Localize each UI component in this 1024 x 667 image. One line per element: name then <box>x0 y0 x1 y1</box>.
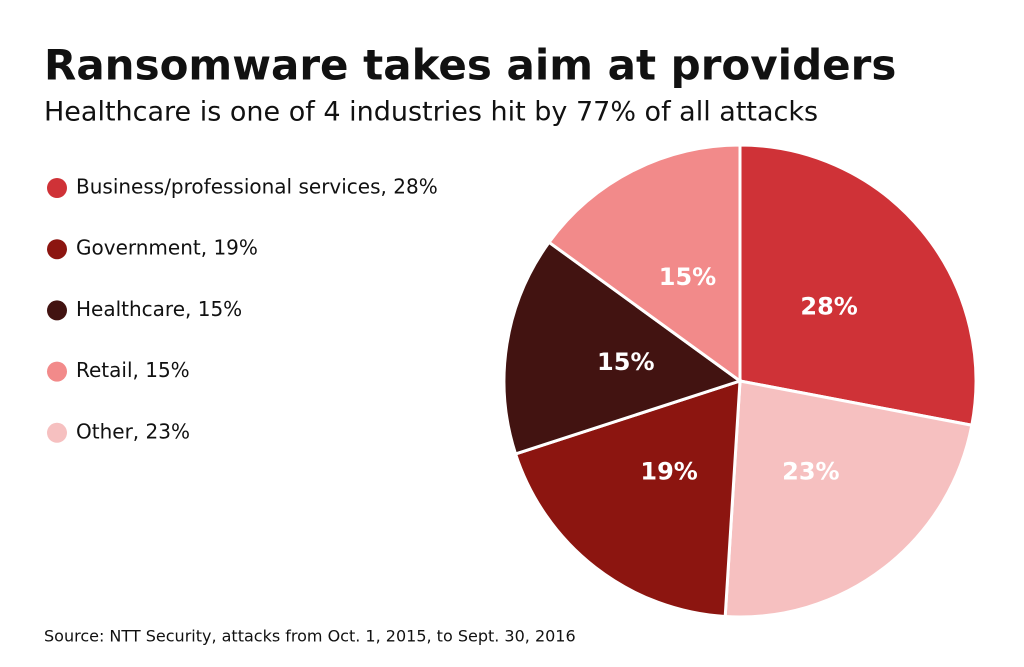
slice-label: 15% <box>597 348 654 376</box>
legend-label: Government, 19% <box>76 236 258 260</box>
legend-label: Other, 23% <box>76 419 190 443</box>
legend-label: Business/professional services, 28% <box>76 175 438 199</box>
legend-label: Healthcare, 15% <box>76 297 242 321</box>
pie-slice <box>738 143 978 427</box>
legend-marker <box>47 300 67 321</box>
legend-marker <box>47 361 67 382</box>
chart-subtitle: Healthcare is one of 4 industries hit by… <box>44 97 818 128</box>
slice-label: 19% <box>640 457 697 485</box>
legend-marker <box>47 178 67 198</box>
legend-marker <box>47 422 67 443</box>
slice-label: 23% <box>782 457 839 485</box>
source-note: Source: NTT Security, attacks from Oct. … <box>44 627 576 646</box>
chart-title: Ransomware takes aim at providers <box>44 41 896 90</box>
legend-marker <box>47 239 67 260</box>
pie-slice <box>546 143 742 384</box>
legend-label: Retail, 15% <box>76 358 190 382</box>
pie-slice <box>502 240 744 456</box>
pie-slice <box>723 379 974 619</box>
pie-slice <box>513 378 742 619</box>
slice-label: 28% <box>800 292 857 320</box>
slice-label: 15% <box>659 263 716 291</box>
